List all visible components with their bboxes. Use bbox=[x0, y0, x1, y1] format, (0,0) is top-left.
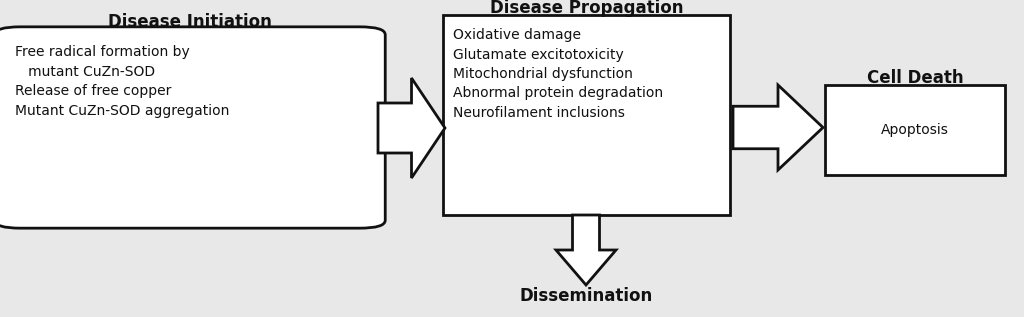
Text: Oxidative damage
Glutamate excitotoxicity
Mitochondrial dysfunction
Abnormal pro: Oxidative damage Glutamate excitotoxicit… bbox=[454, 28, 664, 120]
Text: Cell Death: Cell Death bbox=[866, 69, 964, 87]
FancyBboxPatch shape bbox=[0, 27, 385, 228]
Polygon shape bbox=[556, 215, 616, 285]
Text: Free radical formation by
   mutant CuZn-SOD
Release of free copper
Mutant CuZn-: Free radical formation by mutant CuZn-SO… bbox=[15, 45, 229, 118]
Polygon shape bbox=[733, 85, 823, 170]
Text: Disease Propagation: Disease Propagation bbox=[489, 0, 683, 17]
Text: Dissemination: Dissemination bbox=[519, 287, 652, 305]
FancyBboxPatch shape bbox=[443, 15, 730, 215]
Text: Disease Initiation: Disease Initiation bbox=[109, 13, 272, 31]
FancyBboxPatch shape bbox=[825, 85, 1005, 175]
Text: Apoptosis: Apoptosis bbox=[881, 123, 949, 137]
Polygon shape bbox=[378, 78, 445, 178]
